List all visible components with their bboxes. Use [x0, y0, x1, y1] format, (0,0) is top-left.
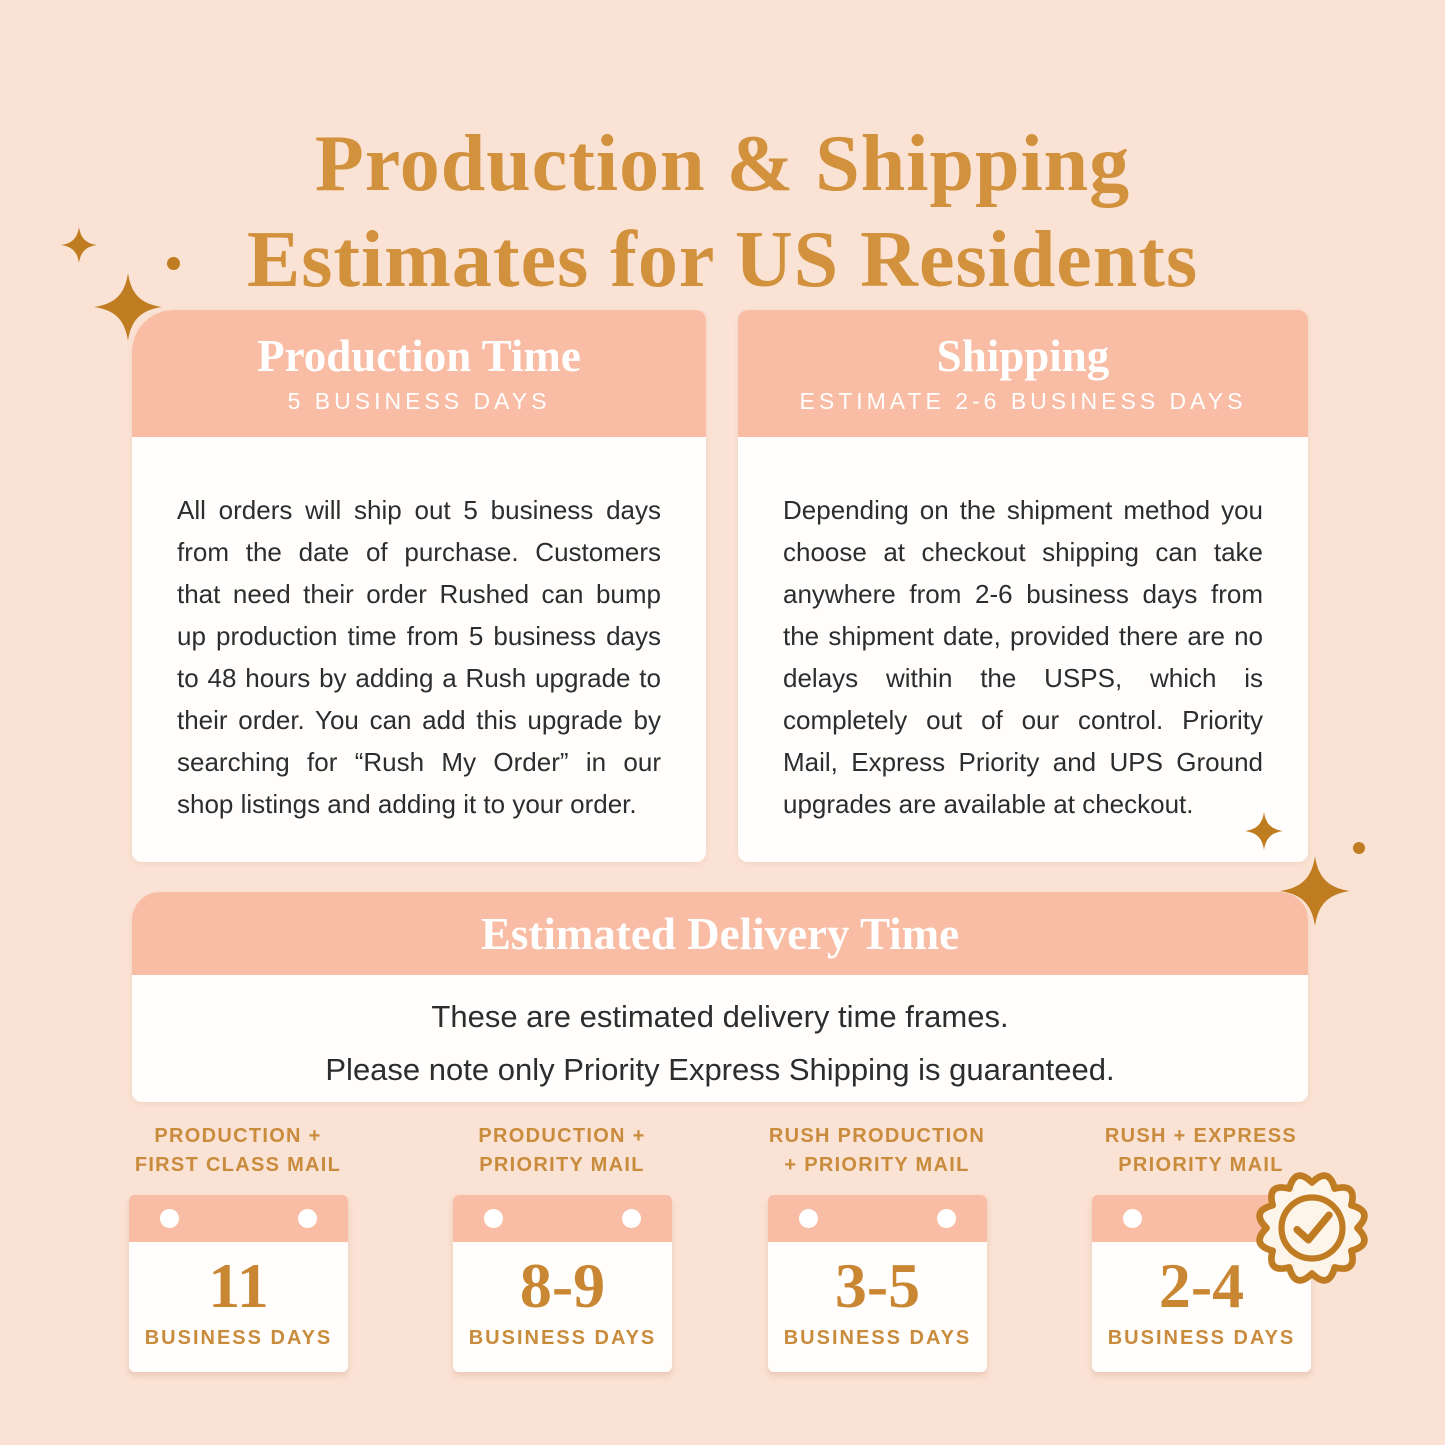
option-label-rush-express: RUSH + EXPRESS PRIORITY MAIL	[1061, 1122, 1341, 1180]
days-value: 3-5	[834, 1250, 921, 1321]
production-card-subtitle: 5 BUSINESS DAYS	[287, 387, 551, 414]
estimated-delivery-header: Estimated Delivery Time	[132, 892, 1308, 975]
option-label-priority: PRODUCTION + PRIORITY MAIL	[422, 1122, 702, 1180]
option-label-line: + PRIORITY MAIL	[784, 1154, 970, 1176]
option-label-line: RUSH + EXPRESS	[1104, 1125, 1298, 1147]
option-label-line: PRODUCTION +	[478, 1125, 646, 1147]
page-title: Production & Shipping Estimates for US R…	[0, 116, 1445, 308]
shipping-card: Shipping ESTIMATE 2-6 BUSINESS DAYS Depe…	[738, 310, 1308, 862]
days-unit: BUSINESS DAYS	[144, 1327, 333, 1349]
days-unit: BUSINESS DAYS	[1107, 1327, 1296, 1349]
shipping-card-title: Shipping	[936, 330, 1110, 381]
option-label-rush-priority: RUSH PRODUCTION + PRIORITY MAIL	[737, 1122, 1017, 1180]
production-card-title: Production Time	[257, 330, 581, 381]
option-label-line: PRIORITY MAIL	[1118, 1154, 1284, 1176]
delivery-note-line-1: These are estimated delivery time frames…	[431, 999, 1009, 1034]
sparkle-large-left-icon	[94, 273, 162, 341]
production-card-header: Production Time 5 BUSINESS DAYS	[132, 310, 706, 437]
days-unit: BUSINESS DAYS	[783, 1327, 972, 1349]
option-label-line: PRIORITY MAIL	[479, 1154, 645, 1176]
calendar-icon: 8-9 BUSINESS DAYS	[453, 1195, 672, 1372]
calendar-strip	[768, 1195, 987, 1242]
calendar-ring-dot-icon	[298, 1209, 317, 1228]
calendar-ring-dot-icon	[160, 1209, 179, 1228]
calendar-ring-dot-icon	[799, 1209, 818, 1228]
dot-left-icon	[167, 257, 180, 270]
estimated-delivery-title: Estimated Delivery Time	[480, 908, 960, 959]
days-value: 8-9	[519, 1250, 606, 1321]
calendar-ring-dot-icon	[937, 1209, 956, 1228]
page-title-line-1: Production & Shipping	[314, 119, 1131, 208]
calendar-ring-dot-icon	[622, 1209, 641, 1228]
production-time-card: Production Time 5 BUSINESS DAYS All orde…	[132, 310, 706, 862]
calendar-ring-dot-icon	[484, 1209, 503, 1228]
estimated-delivery-banner: Estimated Delivery Time These are estima…	[132, 892, 1308, 1102]
option-label-first-class: PRODUCTION + FIRST CLASS MAIL	[98, 1122, 378, 1180]
days-value: 11	[208, 1250, 269, 1321]
calendar-strip	[129, 1195, 348, 1242]
estimated-delivery-note: These are estimated delivery time frames…	[132, 975, 1308, 1096]
delivery-note-line-2: Please note only Priority Express Shippi…	[325, 1052, 1115, 1087]
production-card-body-text: All orders will ship out 5 business days…	[177, 495, 661, 819]
option-label-line: RUSH PRODUCTION	[768, 1125, 986, 1147]
days-unit: BUSINESS DAYS	[468, 1327, 657, 1349]
option-label-line: FIRST CLASS MAIL	[134, 1154, 342, 1176]
option-label-line: PRODUCTION +	[154, 1125, 322, 1147]
sparkle-large-right-icon	[1280, 856, 1350, 926]
days-value: 2-4	[1158, 1250, 1245, 1321]
sparkle-small-right-icon	[1245, 812, 1283, 850]
calendar-icon: 3-5 BUSINESS DAYS	[768, 1195, 987, 1372]
check-seal-icon	[1250, 1166, 1374, 1290]
sparkle-small-left-icon	[61, 227, 97, 263]
calendar-strip	[453, 1195, 672, 1242]
shipping-card-body-text: Depending on the shipment method you cho…	[783, 495, 1263, 819]
shipping-card-header: Shipping ESTIMATE 2-6 BUSINESS DAYS	[738, 310, 1308, 437]
shipping-card-subtitle: ESTIMATE 2-6 BUSINESS DAYS	[799, 387, 1247, 414]
calendar-ring-dot-icon	[1123, 1209, 1142, 1228]
dot-right-icon	[1353, 842, 1365, 854]
page-title-line-2: Estimates for US Residents	[246, 215, 1199, 304]
calendar-icon: 11 BUSINESS DAYS	[129, 1195, 348, 1372]
